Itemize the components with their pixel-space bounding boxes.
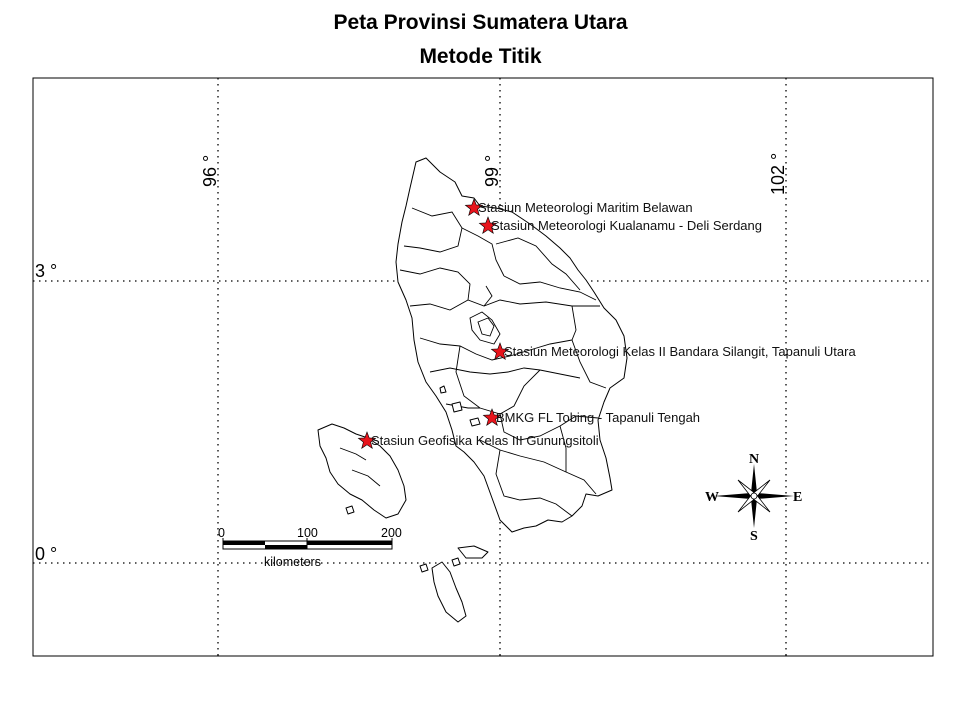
- nias-boundary: [339, 447, 367, 461]
- station-kualanamu[interactable]: Stasiun Meteorologi Kualanamu - Deli Ser…: [478, 216, 762, 234]
- station-marker-star[interactable]: [490, 342, 510, 360]
- compass-south-label: S: [750, 529, 758, 544]
- map-title: Peta Provinsi Sumatera Utara: [333, 11, 628, 34]
- station-marker-star[interactable]: [357, 431, 377, 449]
- station-label: Stasiun Meteorologi Kualanamu - Deli Ser…: [491, 218, 762, 233]
- regency-boundaries: [399, 207, 607, 517]
- batu-island-outline: [419, 563, 429, 573]
- station-label: Stasiun Meteorologi Kelas II Bandara Sil…: [504, 344, 856, 359]
- station-marker-star[interactable]: [464, 198, 484, 216]
- batu-island-outline: [451, 557, 461, 567]
- north-arrow-compass: N S E W: [705, 452, 802, 544]
- station-label: Stasiun Geofisika Kelas III Gunungsitoli: [371, 433, 599, 448]
- station-gunungsitoli[interactable]: Stasiun Geofisika Kelas III Gunungsitoli: [357, 431, 599, 449]
- map-subtitle: Metode Titik: [419, 45, 542, 68]
- station-fl-tobing[interactable]: BMKG FL Tobing - Tapanuli Tengah: [482, 408, 700, 426]
- station-label: BMKG FL Tobing - Tapanuli Tengah: [496, 410, 700, 425]
- compass-north-label: N: [749, 452, 759, 467]
- nias-island-outline: [317, 423, 407, 519]
- nias-small-island: [345, 505, 355, 515]
- station-marker-star[interactable]: [478, 216, 498, 234]
- coastal-island: [439, 385, 447, 394]
- province-mainland-outline: [395, 157, 628, 533]
- scale-tick-100: 100: [297, 526, 318, 540]
- compass-east-label: E: [793, 490, 802, 505]
- station-silangit[interactable]: Stasiun Meteorologi Kelas II Bandara Sil…: [490, 342, 856, 360]
- station-belawan[interactable]: Stasiun Meteorologi Maritim Belawan: [464, 198, 693, 216]
- scale-tick-0: 0: [218, 526, 225, 540]
- latitude-label-3: 3 °: [35, 261, 57, 281]
- nias-boundary: [351, 469, 381, 487]
- scale-bar: 0 100 200 kilometers: [218, 526, 402, 569]
- longitude-label-99: 99 °: [482, 155, 502, 187]
- batu-island-outline: [431, 561, 467, 623]
- compass-west-label: W: [705, 490, 719, 505]
- longitude-label-102: 102 °: [768, 153, 788, 195]
- coastal-island: [469, 417, 481, 427]
- batu-island-outline: [457, 545, 489, 559]
- scale-tick-200: 200: [381, 526, 402, 540]
- station-marker-star[interactable]: [482, 408, 502, 426]
- scale-unit: kilometers: [264, 555, 321, 569]
- station-label: Stasiun Meteorologi Maritim Belawan: [478, 200, 693, 215]
- latitude-label-0: 0 °: [35, 544, 57, 564]
- lake-toba: [477, 317, 495, 337]
- coastal-island: [451, 401, 463, 413]
- longitude-label-96: 96 °: [200, 155, 220, 187]
